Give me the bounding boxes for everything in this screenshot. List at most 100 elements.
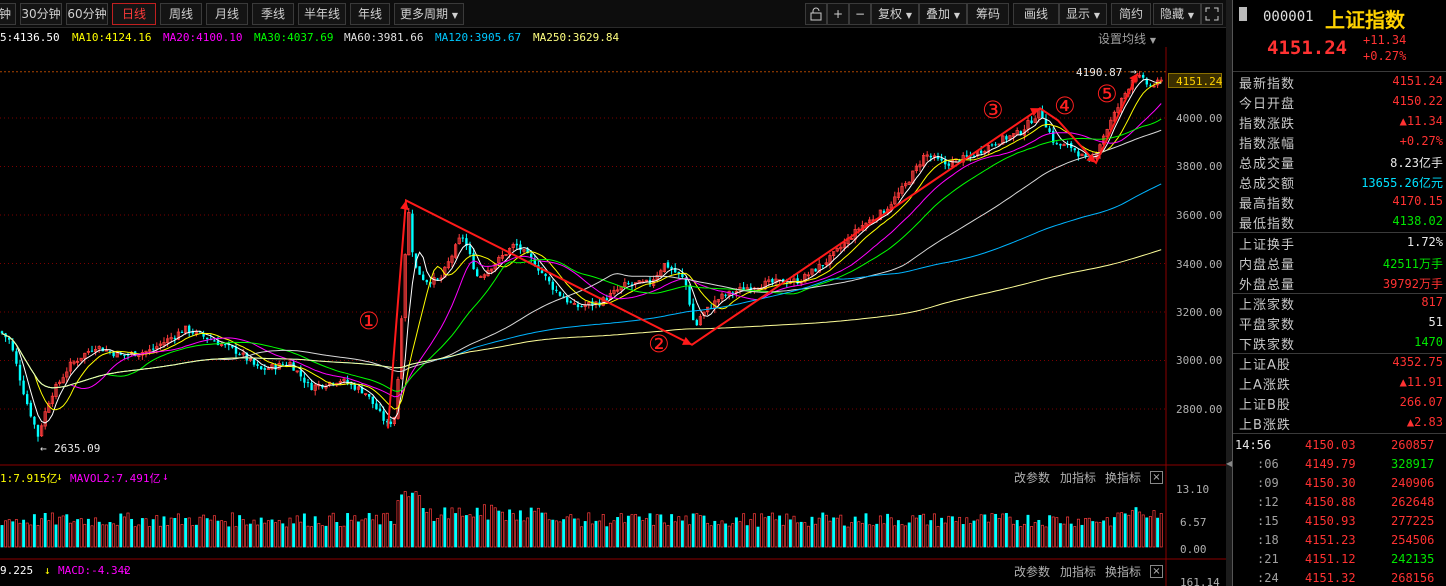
stat-row: 上涨家数 817: [1239, 293, 1445, 313]
fullscreen-icon: [1205, 7, 1219, 21]
tick-price: 4150.03: [1305, 438, 1356, 452]
vol-switch-indicator-button[interactable]: 换指标: [1105, 471, 1142, 485]
chevron-down-icon: ▼: [905, 11, 912, 20]
ma120-value: MA120:3905.67: [435, 31, 522, 44]
simple-button[interactable]: 简约: [1111, 3, 1151, 25]
stat-label: 上证B股: [1239, 398, 1291, 413]
stat-label: 最高指数: [1239, 197, 1296, 212]
zoom-out-button[interactable]: −: [849, 3, 871, 25]
tick-price: 4149.79: [1305, 457, 1356, 471]
tick-price: 4151.23: [1305, 533, 1356, 547]
hide-dropdown[interactable]: 隐藏 ▼: [1153, 3, 1201, 25]
ma-settings-dropdown[interactable]: 设置均线 ▼: [1098, 30, 1156, 47]
tick-volume: 254506: [1391, 533, 1435, 547]
tick-row: 14:56 4150.03 260857: [1233, 435, 1445, 455]
tick-volume: 277225: [1391, 514, 1435, 528]
vol-edit-params-button[interactable]: 改参数: [1014, 471, 1051, 485]
ma10-value: MA10:4124.16: [72, 31, 152, 44]
overlay-label: 叠加: [926, 7, 951, 21]
period-button-yearly[interactable]: 年线: [350, 3, 390, 25]
lock-button[interactable]: [805, 3, 827, 25]
stat-row: 最高指数 4170.15: [1239, 192, 1445, 212]
hide-label: 隐藏: [1160, 7, 1185, 21]
vol-close-icon[interactable]: ×: [1150, 471, 1163, 484]
period-toolbar: 钟 30分钟 60分钟 日线 周线 月线 季线 半年线 年线 更多周期 ▼ + …: [0, 0, 1226, 28]
chips-button[interactable]: 筹码: [967, 3, 1009, 25]
collapse-arrow-icon[interactable]: ◀: [1226, 459, 1233, 468]
tick-row: :18 4151.23 254506: [1233, 530, 1445, 550]
stat-row: 上A涨跌 ▲11.91: [1239, 373, 1445, 393]
tick-row: :12 4150.88 262648: [1233, 492, 1445, 512]
tick-time: :12: [1257, 495, 1279, 509]
chevron-down-icon: ▼: [1093, 11, 1100, 20]
stat-row: 最低指数 4138.02: [1239, 212, 1445, 232]
period-button-min[interactable]: 钟: [0, 3, 16, 25]
stat-row: 下跌家数 1470: [1239, 333, 1445, 353]
tick-price: 4151.32: [1305, 571, 1356, 585]
stat-value: 1470: [1414, 335, 1443, 349]
ma250-value: MA250:3629.84: [533, 31, 620, 44]
stat-label: 平盘家数: [1239, 318, 1296, 333]
divider: [1233, 71, 1446, 72]
vol-add-indicator-button[interactable]: 加指标: [1060, 471, 1097, 485]
stat-value: 4352.75: [1392, 355, 1443, 369]
stat-label: 上涨家数: [1239, 298, 1296, 313]
stat-label: 下跌家数: [1239, 338, 1296, 353]
tick-time: :21: [1257, 552, 1279, 566]
tick-volume: 262648: [1391, 495, 1435, 509]
stat-value: ▲2.83: [1406, 415, 1443, 429]
macd-close-icon[interactable]: ×: [1150, 565, 1163, 578]
stat-value: 1.72%: [1406, 235, 1443, 249]
stat-row: 指数涨幅 +0.27%: [1239, 132, 1445, 152]
tick-row: :15 4150.93 277225: [1233, 511, 1445, 531]
quote-header: 000001 上证指数: [1233, 0, 1446, 32]
stat-row: 上证A股 4352.75: [1239, 353, 1445, 373]
stat-label: 外盘总量: [1239, 278, 1296, 293]
period-button-monthly[interactable]: 月线: [206, 3, 248, 25]
fullscreen-button[interactable]: [1201, 3, 1223, 25]
adjust-dropdown[interactable]: 复权 ▼: [871, 3, 919, 25]
kline-chart[interactable]: [0, 47, 1226, 586]
period-button-halfyear[interactable]: 半年线: [298, 3, 346, 25]
display-dropdown[interactable]: 显示 ▼: [1059, 3, 1107, 25]
tick-volume: 240906: [1391, 476, 1435, 490]
stat-value: 39792万手: [1382, 277, 1443, 291]
tick-volume: 268156: [1391, 571, 1435, 585]
more-periods-label: 更多周期: [400, 7, 449, 21]
stat-label: 今日开盘: [1239, 97, 1296, 112]
stat-value: 266.07: [1399, 395, 1443, 409]
macd-add-indicator-button[interactable]: 加指标: [1060, 565, 1097, 579]
period-button-quarterly[interactable]: 季线: [252, 3, 294, 25]
overlay-dropdown[interactable]: 叠加 ▼: [919, 3, 967, 25]
stat-label: 最低指数: [1239, 217, 1296, 232]
stat-value: 42511万手: [1382, 257, 1443, 271]
stat-label: 上A涨跌: [1239, 378, 1291, 393]
period-button-30min[interactable]: 30分钟: [20, 3, 62, 25]
stat-row: 今日开盘 4150.22: [1239, 92, 1445, 112]
tick-volume: 328917: [1391, 457, 1435, 471]
menu-icon[interactable]: [1239, 7, 1247, 21]
tick-row: :24 4151.32 268156: [1233, 568, 1445, 586]
macd-switch-indicator-button[interactable]: 换指标: [1105, 565, 1142, 579]
period-button-60min[interactable]: 60分钟: [66, 3, 108, 25]
draw-line-button[interactable]: 画线: [1013, 3, 1059, 25]
panel-splitter[interactable]: ◀: [1226, 0, 1232, 586]
ma-settings-label: 设置均线: [1098, 32, 1147, 46]
macd-edit-params-button[interactable]: 改参数: [1014, 565, 1051, 579]
divider: [1233, 433, 1446, 434]
price-change-pct: +0.27%: [1363, 49, 1407, 63]
stat-row: 上B涨跌 ▲2.83: [1239, 413, 1445, 433]
stat-value: 4151.24: [1392, 74, 1443, 88]
period-button-weekly[interactable]: 周线: [160, 3, 202, 25]
stat-label: 指数涨跌: [1239, 117, 1296, 132]
more-periods-dropdown[interactable]: 更多周期 ▼: [394, 3, 464, 25]
stat-value: 4138.02: [1392, 214, 1443, 228]
stat-label: 上证换手: [1239, 238, 1296, 253]
stat-value: 51: [1428, 315, 1443, 329]
tick-price: 4151.12: [1305, 552, 1356, 566]
zoom-in-button[interactable]: +: [827, 3, 849, 25]
divider: [1233, 293, 1446, 294]
current-price: 4151.24: [1267, 37, 1348, 59]
period-button-daily[interactable]: 日线: [112, 3, 156, 25]
stat-row: 上证换手 1.72%: [1239, 233, 1445, 253]
